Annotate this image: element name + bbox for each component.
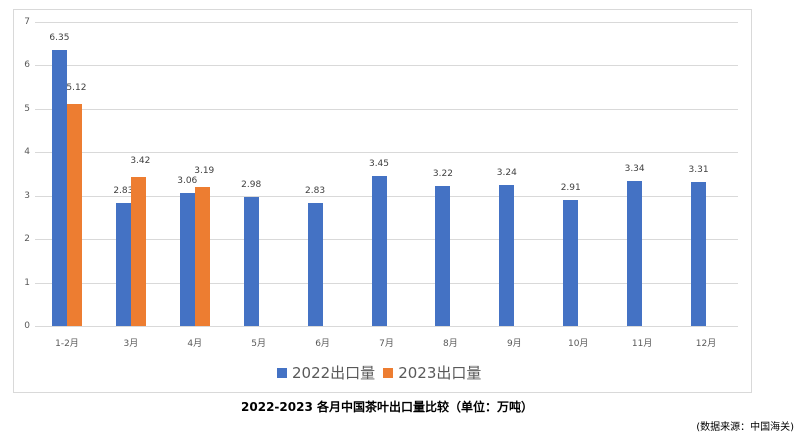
legend: 2022出口量 2023出口量 — [277, 362, 489, 383]
data-label: 3.22 — [432, 169, 453, 180]
gridline — [35, 195, 738, 197]
data-source-note: (数据来源：中国海关) — [696, 422, 794, 433]
data-label: 3.06 — [177, 176, 198, 187]
bar-2022 — [115, 203, 131, 326]
data-label: 3.24 — [496, 168, 517, 179]
data-label: 3.19 — [194, 166, 215, 177]
gridline — [35, 108, 738, 110]
legend-label-2023: 2023出口量 — [398, 364, 482, 382]
data-label: 2.83 — [305, 186, 326, 197]
bar-2022 — [243, 196, 259, 326]
data-label: 2.83 — [113, 186, 134, 197]
bar-2022 — [563, 199, 579, 326]
chart-title: 2022-2023 各月中国茶叶出口量比较（单位：万吨） — [0, 398, 800, 415]
x-tick-label: 8月 — [443, 339, 458, 349]
x-tick-label: 11月 — [631, 339, 653, 349]
bar-2022 — [179, 193, 195, 326]
gridline — [35, 282, 738, 284]
x-tick-label: 7月 — [379, 339, 394, 349]
y-tick-label: 0 — [24, 321, 30, 331]
bar-2022 — [691, 182, 707, 326]
x-tick-label: 5月 — [251, 339, 267, 349]
data-label: 3.45 — [368, 159, 390, 170]
data-label: 2.91 — [560, 182, 581, 193]
y-tick-label: 5 — [24, 103, 30, 114]
legend-swatch-2023 — [383, 367, 394, 378]
y-tick-label: 3 — [24, 190, 30, 201]
x-tick-label: 4月 — [187, 339, 203, 349]
y-tick-label: 6 — [24, 60, 30, 71]
bar-2022 — [371, 176, 387, 326]
bar-2022 — [435, 186, 451, 326]
data-label: 3.34 — [624, 163, 645, 174]
x-tick-label: 12月 — [695, 339, 717, 349]
data-label: 3.42 — [130, 156, 151, 167]
gridline — [35, 65, 738, 67]
y-tick-label: 1 — [24, 277, 30, 288]
bar-2022 — [499, 185, 515, 326]
y-tick-label: 4 — [24, 147, 30, 158]
gridline — [35, 22, 738, 23]
data-label: 5.12 — [66, 82, 87, 93]
bar-2023 — [194, 187, 210, 326]
gridline — [35, 239, 738, 241]
gridline — [35, 152, 738, 154]
legend-item-2022: 2022出口量 — [277, 362, 375, 383]
data-label: 6.35 — [49, 33, 70, 44]
x-tick-label: 1-2月 — [55, 339, 79, 349]
x-tick-label: 10月 — [567, 339, 589, 349]
data-label: 3.31 — [688, 165, 709, 176]
x-tick-label: 6月 — [315, 339, 330, 349]
legend-item-2023: 2023出口量 — [383, 362, 481, 383]
x-tick-label: 3月 — [123, 339, 139, 349]
data-label: 2.98 — [241, 179, 262, 190]
bar-2022 — [51, 50, 67, 326]
x-tick-label: 9月 — [506, 339, 522, 349]
legend-label-2022: 2022出口量 — [292, 364, 376, 382]
legend-swatch-2022 — [277, 367, 287, 378]
bar-2022 — [307, 203, 323, 326]
y-tick-label: 7 — [24, 17, 30, 27]
plot-area: 6.35 5.12 2.83 3.42 3.06 3.19 2.98 2.83 3.45 3.22… — [35, 22, 738, 327]
chart-title-text: 2022-2023 各月中国茶叶出口量比较（单位：万吨） — [241, 400, 533, 414]
bar-2022 — [627, 180, 643, 326]
gridline — [35, 326, 738, 327]
bar-2023 — [66, 103, 82, 326]
bar-2023 — [130, 177, 146, 326]
y-tick-label: 2 — [24, 234, 30, 245]
